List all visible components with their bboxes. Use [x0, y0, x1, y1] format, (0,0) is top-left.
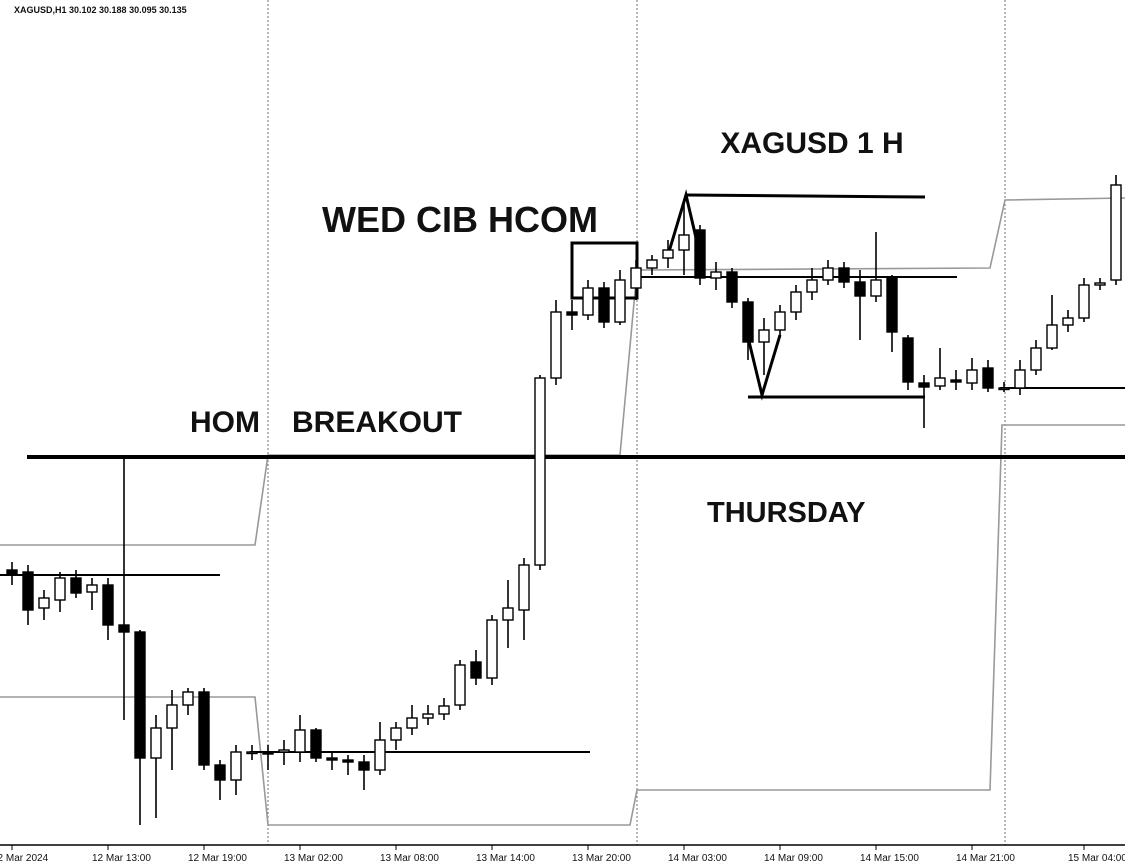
candle-body	[582, 287, 594, 316]
candle-body	[838, 267, 850, 283]
x-tick-label: 12 Mar 2024	[0, 853, 49, 864]
candle-body	[486, 619, 498, 679]
candle-body	[1078, 284, 1090, 319]
candle-body	[822, 267, 834, 281]
candle-body	[934, 377, 946, 387]
candle-body	[246, 751, 258, 755]
candle-body	[950, 379, 962, 383]
x-tick-label: 12 Mar 19:00	[188, 853, 247, 864]
annotation: BREAKOUT	[292, 406, 462, 439]
candle-body	[438, 705, 450, 715]
candle-body	[102, 584, 114, 626]
candle-body	[70, 577, 82, 594]
candle-body	[806, 279, 818, 293]
candle-body	[614, 279, 626, 323]
candle-body	[342, 759, 354, 763]
valley-mark	[743, 324, 782, 401]
high-level	[0, 197, 1125, 546]
x-tick-label: 14 Mar 21:00	[956, 853, 1015, 864]
x-tick-label: 12 Mar 13:00	[92, 853, 151, 864]
annotation: XAGUSD 1 H	[720, 127, 903, 160]
annotation: HOM	[190, 406, 260, 439]
candle-body	[278, 749, 290, 753]
candle-body	[742, 301, 754, 343]
candle-body	[22, 571, 34, 611]
candle-body	[518, 564, 530, 611]
candle-body	[166, 704, 178, 729]
candle-body	[982, 367, 994, 389]
candle-body	[966, 369, 978, 384]
candle-body	[662, 249, 674, 259]
candle-body	[886, 277, 898, 333]
candle-body	[854, 281, 866, 297]
top-line	[685, 193, 926, 199]
candle-body	[774, 311, 786, 331]
candle-body	[38, 597, 50, 609]
x-tick-label: 14 Mar 15:00	[860, 853, 919, 864]
candle-body	[694, 229, 706, 279]
candle-body	[406, 717, 418, 729]
x-tick-label: 13 Mar 08:00	[380, 853, 439, 864]
candles	[6, 175, 1122, 825]
candle-body	[358, 761, 370, 771]
annotation: WED CIB HCOM	[322, 199, 598, 240]
x-tick-label: 13 Mar 14:00	[476, 853, 535, 864]
candle-body	[1030, 347, 1042, 371]
candle-body	[214, 764, 226, 781]
candle-body	[710, 271, 722, 279]
level-lines	[0, 197, 1125, 826]
candle-body	[790, 291, 802, 313]
candle-body	[150, 727, 162, 759]
header: XAGUSD,H1 30.102 30.188 30.095 30.135	[14, 5, 187, 15]
candle-body	[294, 729, 306, 753]
candle-body	[758, 329, 770, 343]
candle-body	[182, 691, 194, 706]
day-separators	[267, 0, 1006, 845]
candle-body	[326, 757, 338, 761]
x-ticks: 12 Mar 2024 12 Mar 13:00 12 Mar 19:00 13 Ma…	[0, 845, 1125, 864]
candle-body	[1062, 317, 1074, 326]
x-tick-label: 14 Mar 03:00	[668, 853, 727, 864]
candle-body	[1046, 324, 1058, 349]
candle-body	[550, 311, 562, 379]
annotation: THURSDAY	[707, 497, 865, 529]
candle-body	[534, 377, 546, 566]
candle-body	[1110, 184, 1122, 281]
candle-body	[390, 727, 402, 741]
candle-body	[118, 624, 130, 633]
candle-body	[918, 382, 930, 388]
candle-body	[678, 234, 690, 251]
candle-body	[310, 729, 322, 759]
x-tick-label: 13 Mar 20:00	[572, 853, 631, 864]
candle-body	[262, 751, 274, 755]
candle-body	[86, 584, 98, 593]
x-tick-label: 13 Mar 02:00	[284, 853, 343, 864]
candle-body	[454, 664, 466, 706]
candle-body	[598, 287, 610, 323]
x-tick-label: 15 Mar 04:00	[1068, 853, 1125, 864]
candle-body	[630, 267, 642, 289]
candle-body	[646, 259, 658, 269]
candle-body	[902, 337, 914, 383]
candle-body	[54, 577, 66, 601]
candle-body	[470, 661, 482, 679]
candle-body	[502, 607, 514, 621]
candle-body	[422, 713, 434, 719]
candle-body	[1094, 282, 1106, 286]
candle-body	[230, 751, 242, 781]
low-level	[0, 424, 1125, 826]
candle-body	[1014, 369, 1026, 389]
x-tick-label: 14 Mar 09:00	[764, 853, 823, 864]
candle-body	[726, 271, 738, 303]
candle-body	[198, 691, 210, 766]
candle-body	[566, 311, 578, 316]
candle-body	[998, 387, 1010, 391]
candle-body	[870, 279, 882, 297]
candle-body	[6, 569, 18, 576]
candle-body	[374, 739, 386, 771]
candle-body	[134, 631, 146, 759]
